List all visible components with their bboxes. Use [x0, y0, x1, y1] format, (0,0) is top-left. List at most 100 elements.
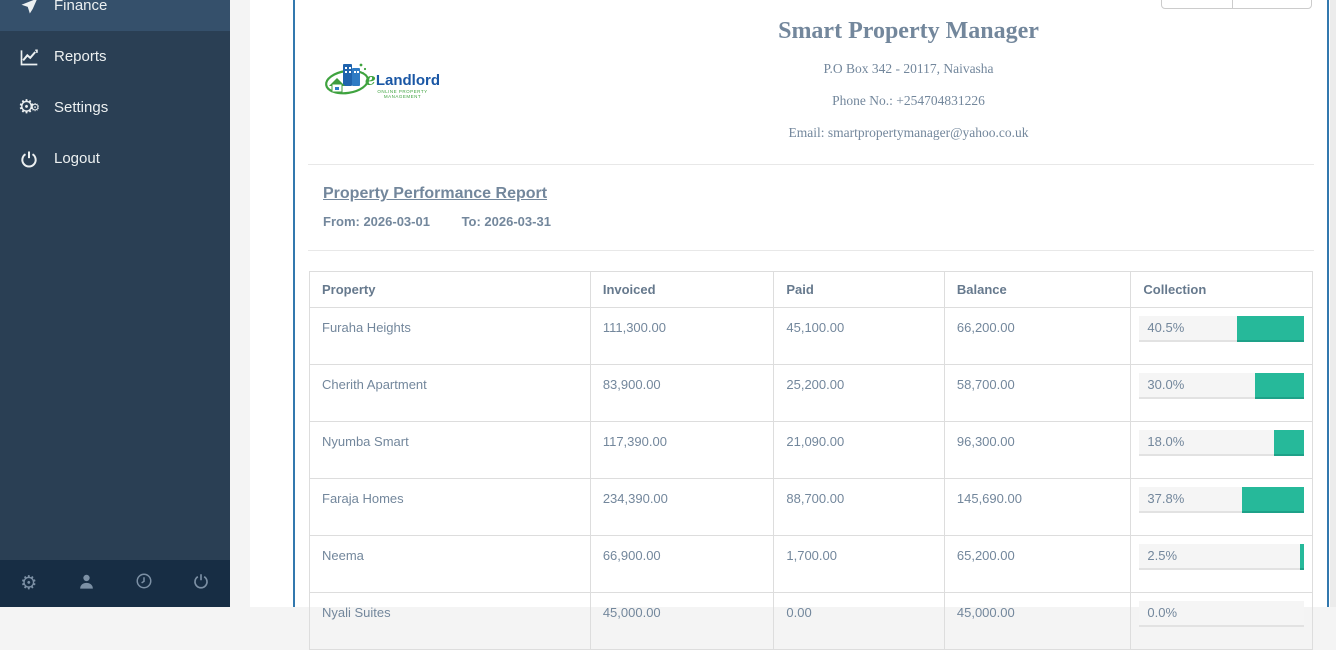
cell-collection: 37.8%	[1131, 479, 1313, 536]
cell-balance: 66,200.00	[944, 308, 1131, 365]
collection-progress-fill	[1242, 487, 1304, 513]
collection-percent-label: 2.5%	[1147, 548, 1177, 563]
column-header-balance: Balance	[944, 272, 1131, 308]
collection-progress-fill	[1255, 373, 1304, 399]
cell-paid: 21,090.00	[774, 422, 945, 479]
column-header-paid: Paid	[774, 272, 945, 308]
sidebar-item-label: Settings	[54, 99, 108, 116]
company-phone: Phone No.: +254704831226	[503, 93, 1314, 109]
cell-property: Cherith Apartment	[310, 365, 591, 422]
cell-invoiced: 66,900.00	[590, 536, 774, 593]
gear-icon: ⚙	[20, 574, 37, 594]
collection-percent-label: 18.0%	[1147, 434, 1184, 449]
logo-tagline: ONLINE PROPERTY MANAGEMENT	[365, 89, 440, 99]
cell-collection: 0.0%	[1131, 593, 1313, 650]
gears-icon: ⚙⚙	[17, 97, 41, 119]
cell-invoiced: 234,390.00	[590, 479, 774, 536]
collection-percent-label: 30.0%	[1147, 377, 1184, 392]
cell-invoiced: 111,300.00	[590, 308, 774, 365]
cell-property: Neema	[310, 536, 591, 593]
main-content: eLandlord ONLINE PROPERTY MANAGEMENT Sma…	[230, 0, 1336, 607]
cell-invoiced: 83,900.00	[590, 365, 774, 422]
collection-progress-fill	[1237, 316, 1304, 342]
collection-progress-track: 40.5%	[1139, 316, 1304, 342]
collection-progress-fill	[1300, 544, 1304, 570]
paper-plane-icon	[17, 0, 41, 17]
sidebar-footer-gear-icon[interactable]: ⚙	[0, 560, 58, 607]
elandlord-logo-icon	[323, 56, 371, 103]
sidebar-item-label: Logout	[54, 150, 100, 167]
cell-balance: 45,000.00	[944, 593, 1131, 650]
report-header: eLandlord ONLINE PROPERTY MANAGEMENT Sma…	[308, 0, 1314, 165]
sidebar-menu: Finance Reports ⚙⚙ Settings Logout	[0, 0, 230, 184]
collection-percent-label: 37.8%	[1147, 491, 1184, 506]
cell-collection: 40.5%	[1131, 308, 1313, 365]
sidebar-item-settings[interactable]: ⚙⚙ Settings	[0, 82, 230, 133]
sidebar-item-label: Reports	[54, 48, 107, 65]
report-to: To: 2026-03-31	[462, 214, 551, 229]
sidebar-item-label: Finance	[54, 0, 107, 14]
cell-balance: 65,200.00	[944, 536, 1131, 593]
scrollbar-track[interactable]	[1330, 0, 1336, 607]
sidebar-footer-clock-icon[interactable]	[115, 560, 173, 607]
cell-balance: 96,300.00	[944, 422, 1131, 479]
sidebar-item-finance[interactable]: Finance	[0, 0, 230, 31]
collection-progress-track: 0.0%	[1139, 601, 1304, 627]
cell-property: Nyumba Smart	[310, 422, 591, 479]
cell-invoiced: 117,390.00	[590, 422, 774, 479]
cell-paid: 45,100.00	[774, 308, 945, 365]
user-icon	[77, 572, 96, 596]
column-header-invoiced: Invoiced	[590, 272, 774, 308]
report-meta: Property Performance Report From: 2026-0…	[308, 165, 1314, 251]
collection-progress-fill	[1274, 430, 1304, 456]
sidebar-item-logout[interactable]: Logout	[0, 133, 230, 184]
collection-progress-track: 30.0%	[1139, 373, 1304, 399]
column-header-property: Property	[310, 272, 591, 308]
collection-percent-label: 40.5%	[1147, 320, 1184, 335]
cell-property: Faraja Homes	[310, 479, 591, 536]
cell-paid: 1,700.00	[774, 536, 945, 593]
sidebar-footer: ⚙	[0, 560, 230, 607]
collection-progress-track: 18.0%	[1139, 430, 1304, 456]
content-paper: eLandlord ONLINE PROPERTY MANAGEMENT Sma…	[250, 0, 1330, 607]
cell-property: Furaha Heights	[310, 308, 591, 365]
collection-progress-track: 37.8%	[1139, 487, 1304, 513]
report-frame: eLandlord ONLINE PROPERTY MANAGEMENT Sma…	[293, 0, 1329, 607]
cell-collection: 30.0%	[1131, 365, 1313, 422]
sidebar-item-reports[interactable]: Reports	[0, 31, 230, 82]
cell-invoiced: 45,000.00	[590, 593, 774, 650]
company-header: Smart Property Manager P.O Box 342 - 201…	[503, 0, 1314, 141]
report-title: Property Performance Report	[323, 185, 547, 203]
company-address: P.O Box 342 - 20117, Naivasha	[503, 61, 1314, 77]
cell-paid: 0.00	[774, 593, 945, 650]
logo-brand-name: Landlord	[376, 72, 440, 89]
cell-balance: 145,690.00	[944, 479, 1131, 536]
cell-collection: 18.0%	[1131, 422, 1313, 479]
sidebar-footer-user-icon[interactable]	[58, 560, 116, 607]
report-from: From: 2026-03-01	[323, 214, 430, 229]
cell-property: Nyali Suites	[310, 593, 591, 650]
column-header-collection: Collection	[1131, 272, 1313, 308]
cell-collection: 2.5%	[1131, 536, 1313, 593]
company-name: Smart Property Manager	[503, 18, 1314, 45]
power-icon	[192, 572, 210, 595]
cell-paid: 25,200.00	[774, 365, 945, 422]
sidebar-footer-power-icon[interactable]	[173, 560, 231, 607]
collection-progress-track: 2.5%	[1139, 544, 1304, 570]
company-email: Email: smartpropertymanager@yahoo.co.uk	[503, 125, 1314, 141]
cell-paid: 88,700.00	[774, 479, 945, 536]
clock-icon	[135, 572, 153, 595]
collection-percent-label: 0.0%	[1147, 605, 1177, 620]
chart-line-icon	[17, 46, 41, 68]
logo-brand-e: e	[365, 70, 376, 90]
power-icon	[17, 148, 41, 170]
cell-balance: 58,700.00	[944, 365, 1131, 422]
